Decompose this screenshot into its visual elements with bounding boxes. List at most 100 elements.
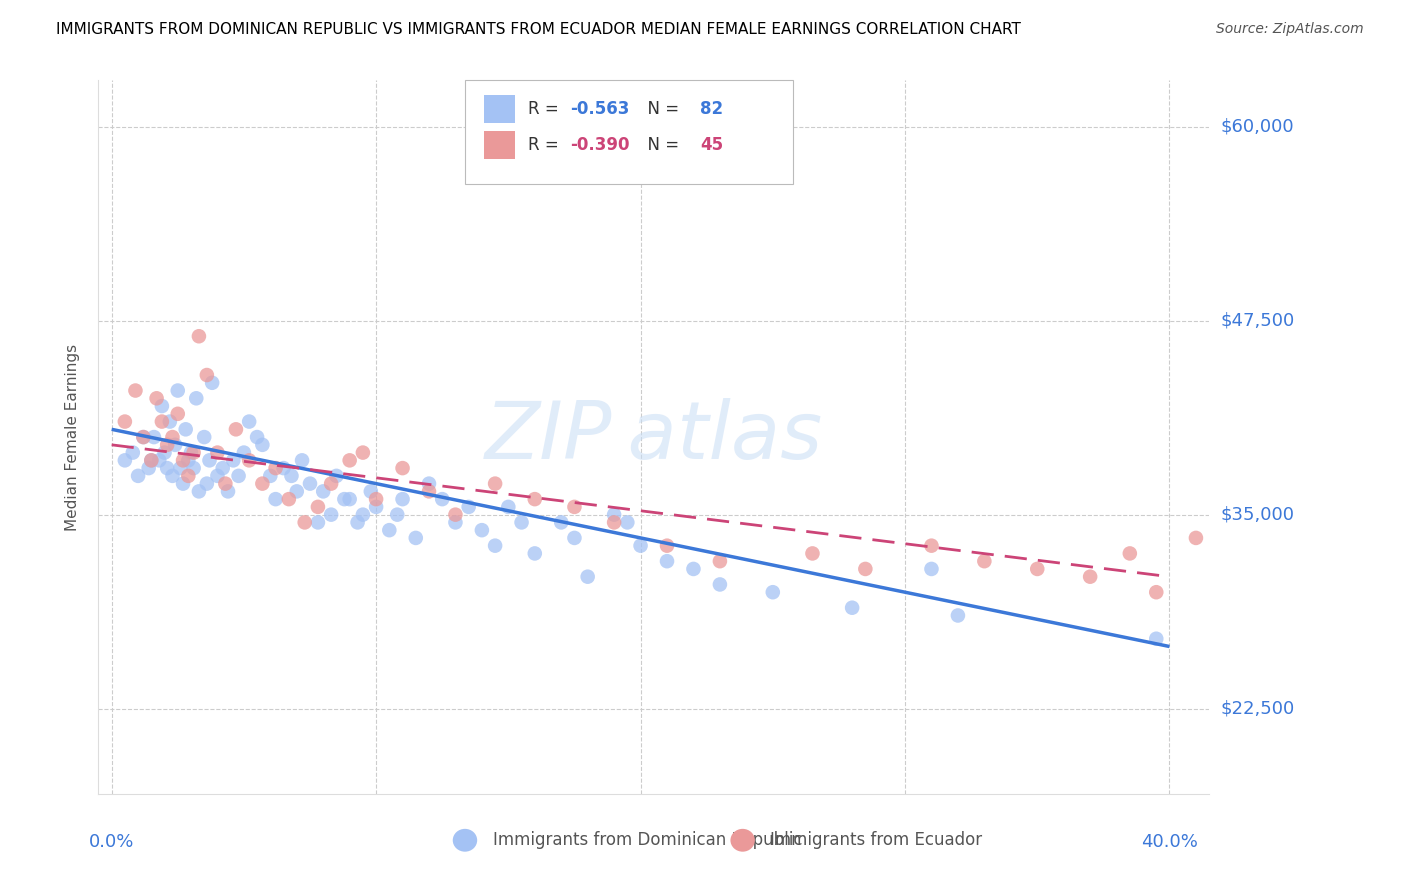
Point	[153, 445, 176, 459]
Point	[156, 438, 179, 452]
Point	[166, 384, 188, 398]
Text: Immigrants from Ecuador: Immigrants from Ecuador	[770, 831, 983, 849]
Point	[294, 516, 316, 530]
Point	[307, 516, 329, 530]
Text: 82: 82	[700, 100, 724, 118]
Point	[1119, 546, 1142, 560]
Point	[655, 539, 678, 553]
Point	[124, 384, 146, 398]
Point	[172, 476, 194, 491]
Ellipse shape	[453, 829, 477, 852]
Point	[921, 562, 943, 576]
Point	[603, 516, 626, 530]
Point	[259, 468, 281, 483]
Point	[211, 461, 233, 475]
Point	[484, 539, 506, 553]
Point	[127, 468, 149, 483]
Point	[366, 492, 388, 507]
Point	[387, 508, 409, 522]
Point	[352, 508, 374, 522]
Point	[432, 492, 454, 507]
Point	[321, 476, 343, 491]
Point	[207, 468, 229, 483]
Point	[523, 492, 546, 507]
Point	[762, 585, 785, 599]
Text: Immigrants from Dominican Republic: Immigrants from Dominican Republic	[492, 831, 803, 849]
Point	[187, 329, 209, 343]
Point	[333, 492, 356, 507]
Text: R =: R =	[529, 136, 564, 153]
Point	[177, 468, 200, 483]
Point	[655, 554, 678, 568]
Point	[630, 539, 652, 553]
Point	[616, 516, 638, 530]
Point	[277, 492, 299, 507]
Point	[195, 368, 218, 382]
Point	[273, 461, 295, 475]
Ellipse shape	[731, 829, 755, 852]
Text: 40.0%: 40.0%	[1142, 833, 1198, 851]
Point	[564, 531, 586, 545]
Point	[1144, 632, 1167, 646]
Point	[232, 445, 254, 459]
Point	[841, 600, 863, 615]
Point	[946, 608, 969, 623]
Point	[498, 500, 520, 514]
Point	[418, 484, 440, 499]
Point	[564, 500, 586, 514]
Point	[143, 430, 166, 444]
Point	[186, 392, 208, 406]
Point	[457, 500, 479, 514]
Point	[510, 516, 533, 530]
Point	[307, 500, 329, 514]
Point	[339, 453, 361, 467]
Bar	[484, 131, 515, 159]
Point	[264, 461, 287, 475]
Point	[132, 430, 155, 444]
Point	[141, 453, 163, 467]
Point	[418, 476, 440, 491]
Point	[183, 445, 205, 459]
Point	[471, 523, 494, 537]
Text: Source: ZipAtlas.com: Source: ZipAtlas.com	[1216, 22, 1364, 37]
Point	[484, 476, 506, 491]
Point	[252, 438, 274, 452]
Point	[325, 468, 347, 483]
Point	[1144, 585, 1167, 599]
Point	[576, 570, 599, 584]
Point	[193, 430, 215, 444]
Point	[321, 508, 343, 522]
Point	[853, 562, 876, 576]
Point	[366, 500, 388, 514]
Point	[222, 453, 245, 467]
Point	[217, 484, 239, 499]
Text: -0.390: -0.390	[571, 136, 630, 153]
Y-axis label: Median Female Earnings: Median Female Earnings	[65, 343, 80, 531]
Point	[298, 476, 321, 491]
Point	[709, 554, 731, 568]
Point	[207, 445, 229, 459]
Point	[169, 461, 191, 475]
Point	[973, 554, 995, 568]
Point	[228, 468, 250, 483]
Text: 45: 45	[700, 136, 724, 153]
Point	[312, 484, 335, 499]
Point	[166, 407, 188, 421]
Point	[444, 516, 467, 530]
Point	[141, 453, 163, 467]
Text: $22,500: $22,500	[1220, 699, 1295, 717]
Point	[132, 430, 155, 444]
Point	[801, 546, 824, 560]
Point	[121, 445, 143, 459]
Point	[159, 415, 181, 429]
Text: 0.0%: 0.0%	[89, 833, 135, 851]
Point	[150, 399, 173, 413]
Point	[1185, 531, 1208, 545]
Point	[682, 562, 704, 576]
Point	[183, 461, 205, 475]
Point	[187, 484, 209, 499]
Point	[177, 453, 200, 467]
Point	[246, 430, 269, 444]
Point	[280, 468, 302, 483]
Point	[378, 523, 401, 537]
